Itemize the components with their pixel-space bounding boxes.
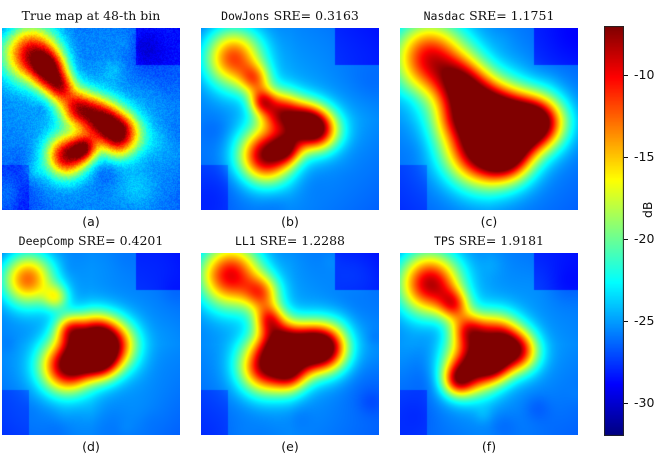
panel-caption-b: (b) — [281, 214, 299, 229]
colorbar-tick-mark — [624, 75, 628, 77]
panel-caption-c: (c) — [480, 214, 498, 229]
heatmap-e — [201, 253, 379, 435]
panel-title-text: True map at 48-th bin — [21, 8, 161, 23]
colorbar-tick-label: -20 — [634, 231, 655, 247]
panel-method-name: DeepComp — [18, 234, 75, 248]
panel-title-a: True map at 48-th bin — [0, 8, 191, 23]
colorbar-tick-label: -25 — [634, 313, 655, 329]
panel-sre-value: SRE= 1.1751 — [465, 8, 555, 23]
panel-title-e: LL1 SRE= 1.2288 — [190, 233, 390, 248]
panel-method-name: Nasdac — [423, 9, 466, 23]
colorbar-tick-mark — [624, 239, 628, 241]
panel-method-name: LL1 — [234, 234, 256, 248]
heatmap-d — [2, 253, 180, 435]
panel-title-c: Nasdac SRE= 1.1751 — [389, 8, 589, 23]
panel-caption-d: (d) — [82, 439, 100, 454]
heatmap-c — [400, 28, 578, 210]
panel-sre-value: SRE= 0.3163 — [269, 8, 359, 23]
panel-method-name: TPS — [433, 234, 455, 248]
panel-sre-value: SRE= 1.9181 — [454, 233, 545, 248]
colorbar-label: dB — [640, 201, 655, 218]
panel-caption-a: (a) — [82, 214, 100, 229]
panel-title-b: DowJons SRE= 0.3163 — [190, 8, 390, 23]
panel-caption-e: (e) — [281, 439, 299, 454]
colorbar-tick-label: -10 — [634, 67, 655, 83]
heatmap-f — [400, 253, 578, 435]
panel-sre-value: SRE= 0.4201 — [74, 233, 164, 248]
colorbar-tick-mark — [624, 321, 628, 323]
colorbar-tick-label: -30 — [634, 395, 655, 411]
heatmap-b — [201, 28, 379, 210]
colorbar — [604, 26, 624, 436]
colorbar-tick-mark — [624, 157, 628, 159]
colorbar-tick-label: -15 — [634, 149, 655, 165]
colorbar-tick-mark — [624, 403, 628, 405]
panel-caption-f: (f) — [481, 439, 497, 454]
panel-title-d: DeepComp SRE= 0.4201 — [0, 233, 191, 248]
panel-sre-value: SRE= 1.2288 — [255, 233, 346, 248]
panel-method-name: DowJons — [221, 9, 270, 23]
heatmap-a — [2, 28, 180, 210]
panel-title-f: TPS SRE= 1.9181 — [389, 233, 589, 248]
